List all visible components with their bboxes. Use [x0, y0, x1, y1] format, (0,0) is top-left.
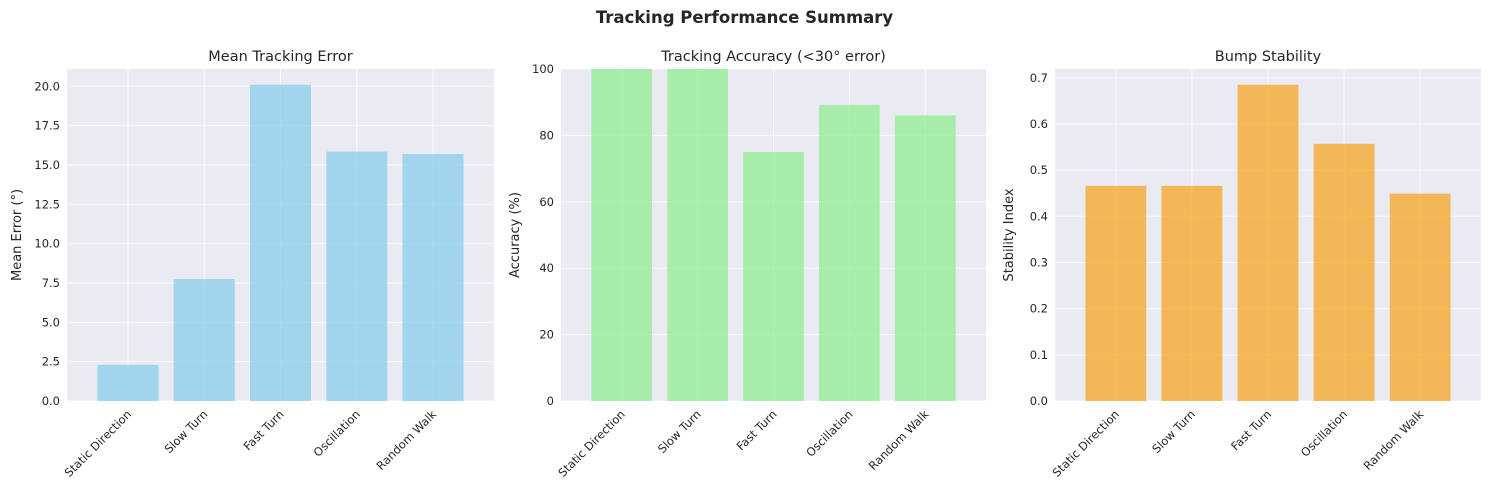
figure-title: Tracking Performance Summary: [596, 8, 894, 27]
y-tick-label: 40: [539, 261, 554, 275]
chart-panel: 0.0 2.5 5.0 7.5 10.0 12.5 15.0 17.5 20.0 Static D…: [10, 49, 494, 480]
bar: [1085, 185, 1147, 401]
x-tick-label: Static Direction: [555, 407, 627, 479]
x-tick-label: Fast Turn: [734, 407, 780, 453]
y-tick-label: 17.5: [34, 119, 60, 133]
bar: [173, 279, 235, 401]
chart-title: Mean Tracking Error: [208, 49, 352, 65]
x-tick-label: Random Walk: [1361, 407, 1427, 473]
x-tick-label: Fast Turn: [1228, 407, 1274, 453]
bar: [1161, 185, 1223, 401]
bar: [97, 364, 159, 401]
bar: [591, 69, 653, 401]
x-tick-label: Slow Turn: [655, 407, 704, 456]
x-tick-label: Slow Turn: [162, 407, 211, 456]
x-tick-label: Random Walk: [373, 407, 439, 473]
y-tick-label: 12.5: [34, 197, 60, 211]
y-tick-label: 5.0: [42, 315, 60, 329]
bar: [819, 104, 880, 401]
y-tick-label: 100: [532, 62, 554, 76]
y-tick-label: 20.0: [34, 79, 60, 93]
y-tick-label: 0.2: [1030, 302, 1048, 316]
bar: [743, 152, 804, 401]
x-tick-label: Slow Turn: [1149, 407, 1198, 456]
y-tick-label: 0.3: [1030, 255, 1048, 269]
y-tick-label: 10.0: [34, 237, 60, 251]
x-tick-label: Random Walk: [866, 407, 932, 473]
y-tick-label: 7.5: [42, 276, 60, 290]
y-tick-label: 0.4: [1030, 209, 1048, 223]
y-tick-label: 0: [547, 394, 554, 408]
bar: [1237, 84, 1299, 401]
y-tick-label: 0.6: [1030, 117, 1048, 131]
y-tick-label: 2.5: [42, 355, 60, 369]
chart-title: Bump Stability: [1215, 49, 1322, 65]
x-tick-label: Static Direction: [62, 407, 134, 479]
y-tick-label: 15.0: [34, 158, 60, 172]
y-axis-label: Stability Index: [1002, 188, 1017, 281]
y-tick-label: 0.5: [1030, 163, 1048, 177]
x-tick-label: Oscillation: [311, 407, 363, 459]
x-tick-label: Fast Turn: [241, 407, 287, 453]
bar: [326, 151, 388, 401]
x-tick-label: Oscillation: [1298, 407, 1350, 459]
y-tick-label: 0.0: [1030, 394, 1048, 408]
bar: [894, 115, 956, 401]
bar: [1313, 143, 1375, 401]
charts: 0.0 2.5 5.0 7.5 10.0 12.5 15.0 17.5 20.0 Static D…: [10, 49, 1481, 480]
chart-panel: 0 20 40 60 80 100 Static Direction Slow Turn Fas…: [508, 49, 986, 480]
y-axis-label: Mean Error (°): [10, 189, 25, 281]
y-axis-label: Accuracy (%): [508, 192, 523, 278]
y-tick-label: 0.0: [42, 394, 60, 408]
y-tick-label: 80: [539, 128, 554, 142]
y-tick-label: 0.1: [1030, 348, 1048, 362]
y-tick-label: 20: [539, 328, 554, 342]
x-tick-label: Oscillation: [803, 407, 855, 459]
y-tick-label: 60: [539, 195, 554, 209]
bar: [250, 84, 311, 402]
chart-panel: 0.0 0.1 0.2 0.3 0.4 0.5 0.6 0.7 Static Direction…: [1002, 49, 1481, 480]
chart-title: Tracking Accuracy (<30° error): [660, 49, 886, 65]
bar: [667, 69, 728, 401]
bar: [402, 153, 464, 401]
x-tick-label: Static Direction: [1050, 407, 1122, 479]
y-tick-label: 0.7: [1030, 71, 1048, 85]
bar: [1389, 193, 1451, 401]
